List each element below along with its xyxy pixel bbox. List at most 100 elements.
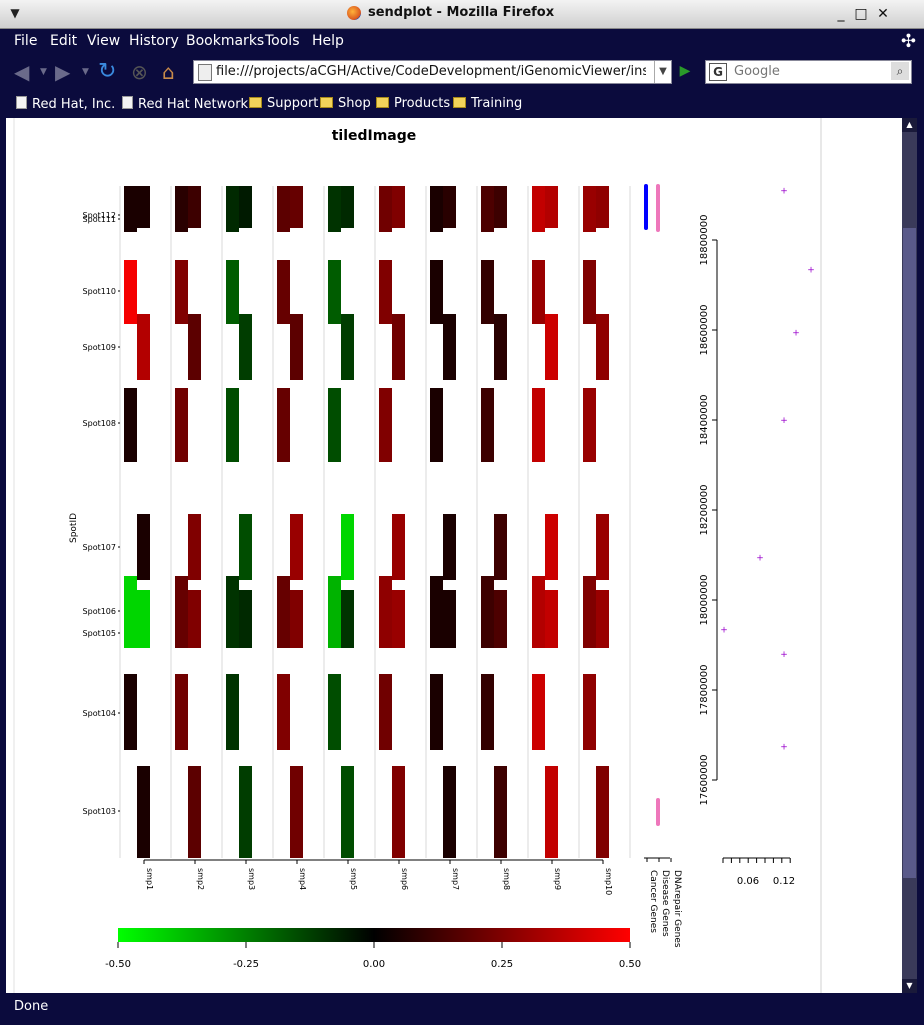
heatmap-tile: [596, 766, 609, 858]
heatmap-tile: [379, 576, 392, 648]
home-icon[interactable]: ⌂: [162, 60, 175, 84]
y-tick-label: 17800000: [699, 665, 710, 716]
heatmap-tile: [379, 674, 392, 750]
google-icon[interactable]: G: [709, 63, 727, 81]
heatmap-tile: [239, 514, 252, 580]
scatter-point: +: [780, 650, 788, 660]
sample-label: smp1: [145, 868, 154, 890]
heatmap-tile: [545, 514, 558, 580]
colorbar-tick-label: -0.50: [105, 959, 131, 970]
minimize-icon[interactable]: _: [837, 6, 845, 22]
forward-dropdown-icon[interactable]: ▼: [82, 67, 89, 77]
bookmark-red-hat-network[interactable]: Red Hat Network: [122, 96, 248, 112]
bookmark-products[interactable]: Products: [376, 96, 450, 111]
go-icon[interactable]: ▶: [679, 63, 691, 79]
bookmark-red-hat-inc[interactable]: Red Hat, Inc.: [16, 96, 115, 112]
bookmark-training[interactable]: Training: [453, 96, 522, 111]
heatmap-tile: [175, 674, 188, 750]
heatmap-tile: [188, 766, 201, 858]
bookmark-shop[interactable]: Shop: [320, 96, 371, 111]
spot-label: Spot109: [83, 343, 116, 352]
heatmap-tile: [392, 590, 405, 648]
scroll-down-icon[interactable]: ▼: [902, 979, 917, 993]
heatmap-tile: [583, 388, 596, 462]
heatmap-tile: [341, 314, 354, 380]
bookmark-label: Shop: [338, 96, 371, 111]
sample-label: smp9: [553, 868, 562, 890]
spot-label: Spot103: [83, 807, 116, 816]
heatmap-tile: [239, 590, 252, 648]
heatmap-tile: [328, 674, 341, 750]
maximize-icon[interactable]: □: [854, 6, 868, 22]
back-dropdown-icon[interactable]: ▼: [40, 67, 47, 77]
menu-history[interactable]: History: [129, 33, 179, 49]
url-dropdown-icon[interactable]: ▼: [654, 61, 671, 83]
heatmap-tile: [545, 314, 558, 380]
back-icon[interactable]: ◀: [14, 60, 30, 84]
heatmap-tile: [596, 514, 609, 580]
search-icon[interactable]: ⌕: [891, 62, 909, 80]
scroll-thumb[interactable]: [903, 228, 916, 878]
heatmap-tile: [481, 388, 494, 462]
stop-icon[interactable]: ⊗: [131, 60, 148, 84]
url-bar[interactable]: file:///projects/aCGH/Active/CodeDevelop…: [193, 60, 672, 84]
sendplot-figure: tiledImage SpotID Spot112Spot111Spot110S…: [13, 118, 822, 993]
y-tick-label: 18800000: [699, 215, 710, 266]
spot-label: Spot105: [83, 629, 116, 638]
close-icon[interactable]: ✕: [877, 6, 889, 22]
heatmap-tile: [596, 314, 609, 380]
heatmap-tile: [494, 186, 507, 228]
scroll-up-icon[interactable]: ▲: [902, 118, 917, 132]
heatmap-tile: [277, 576, 290, 648]
x-tick-label: 0.12: [773, 876, 795, 887]
heatmap-tile: [137, 514, 150, 580]
heatmap-tile: [443, 314, 456, 380]
menu-view[interactable]: View: [87, 33, 121, 49]
heatmap-tile: [481, 186, 494, 232]
menu-bookmarks[interactable]: Bookmarks: [186, 33, 265, 49]
search-input[interactable]: [734, 63, 882, 79]
menu-file[interactable]: File: [14, 33, 38, 49]
heatmap-tile: [277, 260, 290, 324]
menu-help[interactable]: Help: [312, 33, 344, 49]
scatter-point: +: [720, 625, 728, 635]
menu-tools[interactable]: Tools: [265, 33, 300, 49]
spot-label: Spot108: [83, 419, 116, 428]
heatmap-tile: [290, 766, 303, 858]
url-text[interactable]: file:///projects/aCGH/Active/CodeDevelop…: [216, 64, 646, 79]
vertical-scrollbar[interactable]: ▲ ▼: [902, 118, 917, 993]
heatmap-tile: [430, 186, 443, 232]
x-tick-label: 0.06: [737, 876, 759, 887]
sample-label: smp3: [247, 868, 256, 890]
firefox-icon: [347, 6, 361, 20]
heatmap-tile: [443, 514, 456, 580]
scatter-point: +: [756, 553, 764, 563]
sample-label: smp2: [196, 868, 205, 890]
scatter-point: +: [792, 328, 800, 338]
heatmap-tile: [290, 314, 303, 380]
heatmap-tile: [494, 514, 507, 580]
location-scatter: 17600000 17800000 18000000 18200000 18400000…: [699, 187, 815, 888]
bookmark-support[interactable]: Support: [249, 96, 318, 111]
heatmap-tile: [188, 514, 201, 580]
window-menu-icon[interactable]: ▼: [10, 6, 20, 20]
heatmap-tile: [481, 674, 494, 750]
sample-label: smp6: [400, 868, 409, 890]
spot-label: Spot107: [83, 543, 116, 552]
heatmap-tile: [494, 590, 507, 648]
search-bar[interactable]: G ⌕: [705, 60, 912, 84]
menu-edit[interactable]: Edit: [50, 33, 78, 49]
heatmap-tile: [481, 576, 494, 648]
bookmark-label: Support: [267, 96, 319, 111]
heatmap-tile: [583, 186, 596, 232]
heatmap-tile: [379, 260, 392, 324]
heatmap-tile: [545, 590, 558, 648]
reload-icon[interactable]: ↻: [98, 59, 117, 84]
disease-genes-bar: [656, 798, 660, 826]
sample-label: smp10: [604, 868, 613, 895]
annotation-label: Disease Genes: [660, 870, 670, 937]
colorbar-tick-label: 0.50: [619, 959, 641, 970]
sample-label: smp5: [349, 868, 358, 890]
forward-icon[interactable]: ▶: [55, 60, 71, 84]
